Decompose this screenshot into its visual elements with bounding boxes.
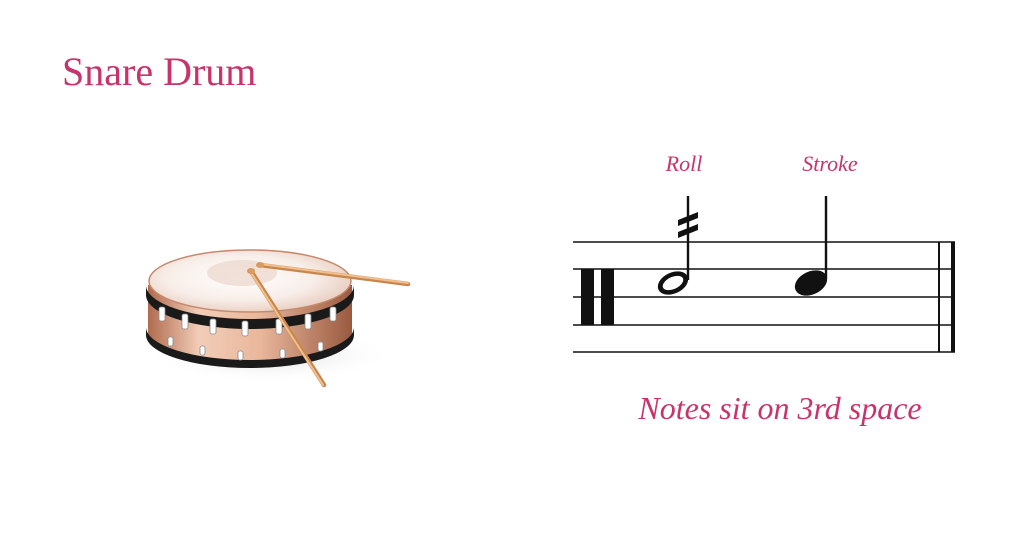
roll-label: Roll bbox=[665, 151, 703, 176]
final-barline bbox=[938, 242, 955, 352]
stroke-quarter-note bbox=[794, 196, 828, 296]
staff-lines bbox=[573, 241, 955, 353]
snare-drum-icon bbox=[145, 249, 411, 388]
drum-tension-lugs bbox=[158, 306, 337, 361]
percussion-clef-icon bbox=[581, 269, 614, 325]
stroke-label: Stroke bbox=[802, 151, 858, 176]
staff-caption: Notes sit on 3rd space bbox=[638, 390, 922, 426]
page-title: Snare Drum bbox=[62, 49, 257, 94]
drum-top-hoop bbox=[146, 285, 354, 329]
drum-bottom-hoop bbox=[146, 327, 354, 368]
drumsticks-icon bbox=[247, 262, 411, 388]
percussion-staff: Roll Stroke bbox=[573, 151, 955, 353]
roll-half-note bbox=[657, 196, 698, 295]
